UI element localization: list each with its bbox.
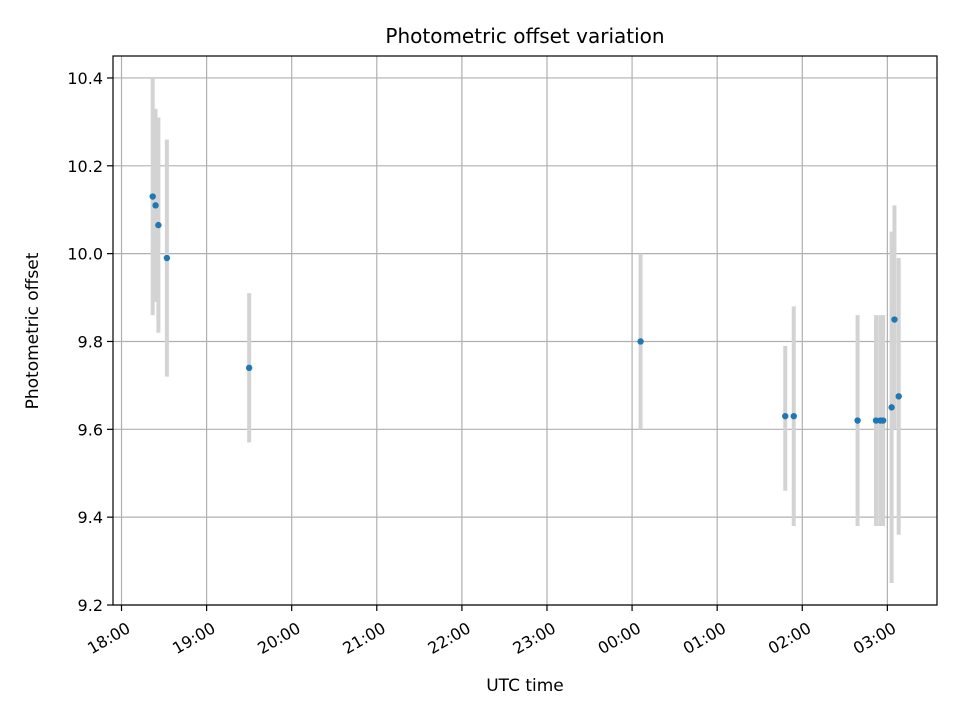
chart-title: Photometric offset variation [385, 24, 664, 48]
y-axis-ticks: 9.2 9.4 9.6 9.8 10.0 10.2 10.4 [67, 69, 113, 615]
x-tick-label: 22:00 [424, 618, 473, 658]
data-point [152, 202, 159, 209]
data-point [155, 221, 162, 229]
x-tick-label: 21:00 [339, 618, 388, 658]
error-bars [150, 77, 901, 584]
data-point [854, 417, 861, 424]
y-tick-label: 9.8 [78, 332, 103, 351]
x-tick-label: 03:00 [850, 618, 899, 658]
x-axis-title: UTC time [486, 676, 564, 696]
x-tick-label: 19:00 [169, 618, 218, 658]
data-point [245, 364, 253, 372]
y-tick-label: 10.4 [67, 69, 103, 88]
x-tick-label: 00:00 [595, 618, 644, 658]
y-tick-label: 9.4 [78, 508, 103, 527]
x-tick-label: 20:00 [254, 618, 303, 658]
plot-frame [112, 55, 938, 606]
y-tick-label: 9.2 [78, 596, 103, 615]
data-point [790, 412, 797, 420]
x-tick-label: 02:00 [765, 618, 814, 658]
x-tick-label: 23:00 [510, 618, 559, 658]
x-axis-ticks: 18:00 19:00 20:00 21:00 22:00 23:00 00:00 01:00… [84, 605, 899, 658]
data-point [149, 193, 156, 200]
y-axis-title: Photometric offset [23, 252, 43, 409]
x-tick-label: 18:00 [84, 618, 133, 658]
data-point [782, 412, 789, 420]
y-tick-label: 10.0 [67, 245, 103, 264]
grid [113, 56, 937, 606]
data-point [891, 316, 898, 323]
y-tick-label: 9.6 [78, 420, 103, 439]
y-tick-label: 10.2 [67, 157, 103, 176]
data-point [879, 417, 887, 424]
x-tick-label: 01:00 [680, 618, 729, 658]
data-point [637, 338, 644, 345]
data-point [888, 404, 895, 411]
data-points [149, 193, 902, 424]
data-point [895, 393, 902, 400]
data-point [163, 254, 171, 262]
